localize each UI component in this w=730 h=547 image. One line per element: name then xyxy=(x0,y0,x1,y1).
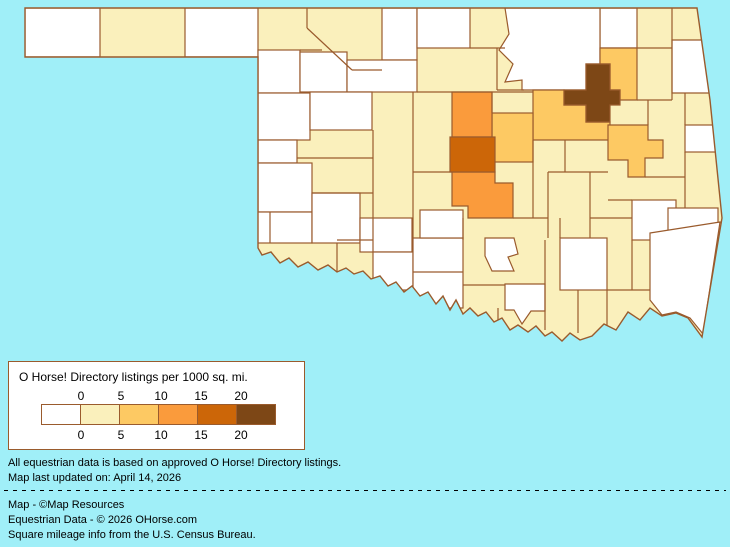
county xyxy=(255,211,313,244)
county xyxy=(599,8,638,49)
legend-swatch xyxy=(119,404,159,425)
legend-tick-label: 0 xyxy=(77,428,85,442)
county xyxy=(451,91,493,138)
legend-color-ramp xyxy=(41,404,276,425)
county xyxy=(25,8,101,58)
legend-swatch xyxy=(80,404,120,425)
legend-tick-label: 15 xyxy=(194,389,208,403)
county xyxy=(419,209,464,239)
county xyxy=(257,49,301,94)
legend-swatch xyxy=(41,404,81,425)
credit-map-resources: Map - ©Map Resources xyxy=(8,499,125,511)
legend-swatch xyxy=(197,404,237,425)
county xyxy=(257,92,311,141)
county xyxy=(449,136,496,173)
county xyxy=(484,237,519,272)
disclaimer-text: All equestrian data is based on approved… xyxy=(8,457,342,469)
legend-title: O Horse! Directory listings per 1000 sq.… xyxy=(19,370,248,384)
map-updated-text: Map last updated on: April 14, 2026 xyxy=(8,472,182,484)
legend-swatch xyxy=(158,404,198,425)
county-border-line xyxy=(306,27,353,71)
legend-tick-label: 20 xyxy=(234,428,248,442)
county xyxy=(311,192,361,244)
legend-scale-labels-top: 0 5 10 15 20 xyxy=(61,389,281,403)
county xyxy=(416,8,471,49)
county xyxy=(372,251,414,291)
county xyxy=(257,139,298,164)
legend-tick-label: 20 xyxy=(234,389,248,403)
legend-tick-label: 15 xyxy=(194,428,208,442)
county xyxy=(498,8,601,91)
counties-layer xyxy=(25,8,721,336)
legend-scale-labels-bottom: 0 5 10 15 20 xyxy=(61,428,281,442)
county xyxy=(563,63,621,123)
county xyxy=(649,221,721,336)
state-outline xyxy=(24,7,723,342)
county xyxy=(359,217,413,253)
dashed-separator-line xyxy=(4,490,726,491)
county xyxy=(671,39,713,94)
legend-tick-label: 5 xyxy=(117,428,125,442)
legend-tick-label: 5 xyxy=(117,389,125,403)
county xyxy=(607,124,664,178)
county xyxy=(346,59,418,93)
county xyxy=(257,162,313,213)
county xyxy=(381,8,418,61)
legend-swatch xyxy=(236,404,276,425)
legend-tick-label: 0 xyxy=(77,389,85,403)
credit-equestrian-data: Equestrian Data - © 2026 OHorse.com xyxy=(8,514,198,526)
legend-tick-label: 10 xyxy=(154,389,168,403)
legend-tick-label: 10 xyxy=(154,428,168,442)
choropleth-map-svg xyxy=(24,7,723,342)
county xyxy=(184,8,259,58)
map-legend: O Horse! Directory listings per 1000 sq.… xyxy=(8,361,305,450)
county xyxy=(412,237,464,309)
county xyxy=(309,91,373,131)
county xyxy=(559,237,608,291)
credit-census-bureau: Square mileage info from the U.S. Census… xyxy=(8,529,256,541)
county xyxy=(491,112,534,163)
oklahoma-county-map xyxy=(24,7,723,342)
